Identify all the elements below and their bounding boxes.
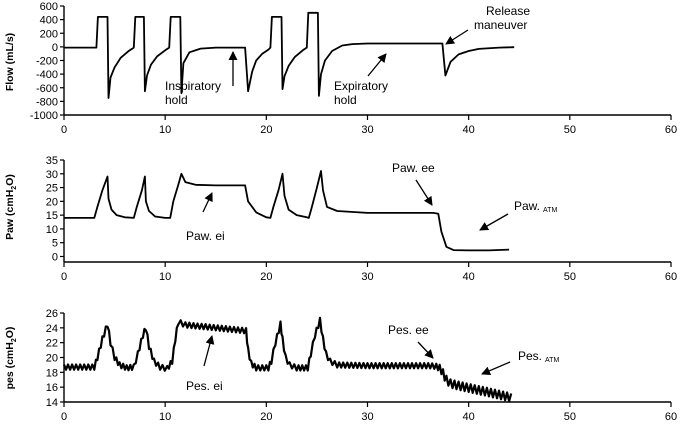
x-tick-label: 50 xyxy=(564,411,576,423)
y-tick-label: -400 xyxy=(36,69,58,81)
pes-y-axis-label-tail: O) xyxy=(4,327,16,339)
x-tick-label: 30 xyxy=(361,271,373,283)
arrow-pes-ei xyxy=(203,335,215,367)
x-tick-label: 50 xyxy=(564,124,576,136)
annotation-paw-ee: Paw. ee xyxy=(392,161,435,175)
annotation-pes-atm: Pes. ATM xyxy=(518,349,559,364)
annotation-release-maneuver: Release maneuver xyxy=(474,4,533,32)
x-tick-label: 40 xyxy=(463,411,475,423)
y-tick-label: 26 xyxy=(46,308,58,320)
y-tick-label: 35 xyxy=(46,155,58,167)
pes-y-axis-label: pes (cmH2O) xyxy=(4,327,18,390)
x-tick-label: 20 xyxy=(260,411,272,423)
y-tick-label: 0 xyxy=(52,251,58,263)
x-tick-label: 10 xyxy=(159,271,171,283)
annotation-expiratory-hold: Expiratory hold xyxy=(334,79,391,107)
x-tick-label: 60 xyxy=(665,411,677,423)
y-tick-label: -200 xyxy=(36,56,58,68)
annotation-pes-ei: Pes. ei xyxy=(186,379,223,393)
arrow-paw-ee xyxy=(415,179,433,206)
arrow-pes-ee xyxy=(417,341,434,359)
x-tick-label: 20 xyxy=(260,124,272,136)
y-tick-label: 0 xyxy=(52,42,58,54)
y-tick-label: 200 xyxy=(40,28,58,40)
pes-x-ticks: 0 10 20 30 40 50 60 xyxy=(61,402,677,423)
paw-y-axis-label: Paw (cmH2O) xyxy=(4,174,18,240)
paw-y-axis-label-tail: O) xyxy=(4,174,16,186)
annotation-pes-ee: Pes. ee xyxy=(388,323,429,337)
x-tick-label: 60 xyxy=(665,124,677,136)
annotation-expiratory-hold-line1: Expiratory xyxy=(334,79,388,93)
y-tick-label: -1000 xyxy=(30,110,58,122)
y-tick-label: 25 xyxy=(46,183,58,195)
x-tick-label: 0 xyxy=(61,124,67,136)
annotation-paw-atm-sub: ATM xyxy=(543,207,557,214)
x-tick-label: 60 xyxy=(665,271,677,283)
x-tick-label: 10 xyxy=(159,411,171,423)
flow-trace xyxy=(64,11,515,99)
paw-x-ticks: 0 10 20 30 40 50 60 xyxy=(61,262,677,283)
y-tick-label: 10 xyxy=(46,224,58,236)
arrow-expiratory-hold xyxy=(367,53,387,77)
y-tick-label: 15 xyxy=(46,210,58,222)
annotation-inspiratory-hold-line2: hold xyxy=(165,93,188,107)
y-tick-label: 20 xyxy=(46,353,58,365)
y-tick-label: -800 xyxy=(36,96,58,108)
pes-panel: 26 24 22 20 18 16 14 0 10 20 30 40 50 60 pes (cmH2O)… xyxy=(4,308,677,423)
y-tick-label: 24 xyxy=(46,323,58,335)
x-tick-label: 50 xyxy=(564,271,576,283)
x-tick-label: 40 xyxy=(463,271,475,283)
pes-y-axis-label-sub: 2 xyxy=(11,338,18,342)
flow-y-axis-label: Flow (mL/s) xyxy=(4,33,16,91)
annotation-release-maneuver-line1: Release xyxy=(486,4,530,18)
x-tick-label: 20 xyxy=(260,271,272,283)
y-tick-label: 30 xyxy=(46,169,58,181)
y-tick-label: 5 xyxy=(52,238,58,250)
annotation-paw-atm: Paw. ATM xyxy=(514,199,557,214)
paw-trace xyxy=(64,170,510,252)
y-tick-label: 400 xyxy=(40,15,58,27)
y-tick-label: 600 xyxy=(40,1,58,13)
pes-trace xyxy=(62,316,513,403)
paw-y-axis-label-sub: 2 xyxy=(11,186,18,190)
x-tick-label: 10 xyxy=(159,124,171,136)
annotation-inspiratory-hold-line1: Inspiratory xyxy=(165,79,221,93)
annotation-expiratory-hold-line2: hold xyxy=(334,93,357,107)
y-tick-label: 20 xyxy=(46,196,58,208)
annotation-pes-atm-sub: ATM xyxy=(545,357,559,364)
arrow-release-maneuver xyxy=(445,29,469,45)
annotation-inspiratory-hold: Inspiratory hold xyxy=(165,79,224,107)
arrow-paw-ei xyxy=(202,192,213,213)
annotation-paw-ei: Paw. ei xyxy=(186,229,225,243)
x-tick-label: 0 xyxy=(61,271,67,283)
y-tick-label: -600 xyxy=(36,83,58,95)
pes-y-ticks: 26 24 22 20 18 16 14 xyxy=(46,308,64,409)
arrow-paw-atm xyxy=(479,213,509,231)
y-tick-label: 16 xyxy=(46,382,58,394)
y-tick-label: 14 xyxy=(46,397,58,409)
y-tick-label: 18 xyxy=(46,367,58,379)
y-tick-label: 22 xyxy=(46,338,58,350)
arrow-pes-atm xyxy=(481,361,511,375)
x-tick-label: 40 xyxy=(463,124,475,136)
x-tick-label: 30 xyxy=(361,124,373,136)
annotation-release-maneuver-line2: maneuver xyxy=(474,18,527,32)
x-tick-label: 0 xyxy=(61,411,67,423)
x-tick-label: 30 xyxy=(361,411,373,423)
flow-x-ticks: 0 10 20 30 40 50 60 xyxy=(61,115,677,136)
